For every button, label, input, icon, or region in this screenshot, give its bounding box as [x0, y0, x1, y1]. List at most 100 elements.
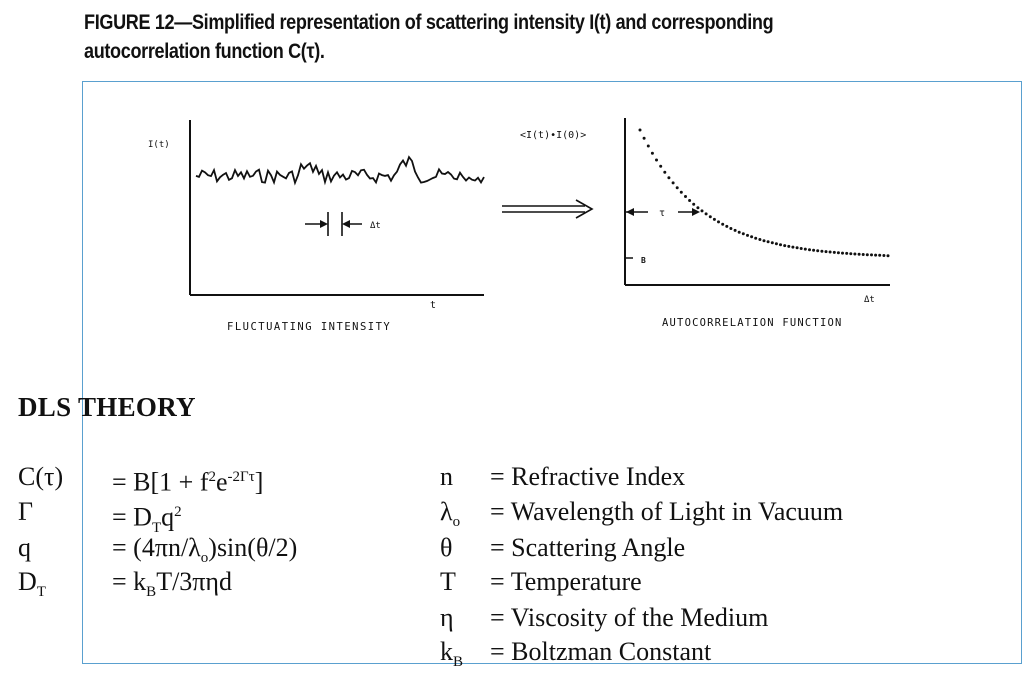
autocorrelation-dots	[638, 128, 890, 258]
left-graph-x-label: t	[430, 300, 436, 311]
autocorrelation-dot	[799, 247, 803, 250]
autocorrelation-dot	[741, 232, 745, 236]
baseline-b-label: B	[641, 256, 646, 265]
autocorrelation-dot	[808, 248, 811, 252]
autocorrelation-dot	[684, 195, 687, 198]
intensity-signal	[195, 155, 485, 186]
autocorrelation-dot	[882, 254, 886, 257]
def-symbol-kb: kB	[440, 637, 464, 671]
def-symbol-eta: η	[440, 603, 454, 632]
autocorrelation-dot	[659, 164, 663, 168]
def-symbol-t: T	[440, 567, 456, 596]
def-symbol-lambda: λo	[440, 497, 461, 531]
autocorrelation-dot	[874, 253, 878, 257]
autocorrelation-dot	[671, 181, 675, 185]
autocorrelation-dot	[758, 238, 762, 241]
autocorrelation-dot	[857, 252, 861, 256]
autocorrelation-dot	[750, 235, 754, 239]
eq-symbol-q: q	[18, 533, 31, 562]
autocorrelation-dot	[787, 244, 791, 248]
autocorrelation-dot	[774, 242, 778, 246]
left-graph-y-label: I(t)	[148, 140, 170, 150]
autocorrelation-dot	[886, 254, 890, 258]
autocorrelation-dot	[816, 249, 820, 253]
autocorrelation-dot	[845, 251, 849, 255]
autocorrelation-dot	[688, 199, 692, 202]
def-symbol-theta: θ	[440, 533, 453, 562]
tau-marker	[626, 208, 700, 216]
eq-rhs-gamma: = DTq2	[112, 502, 182, 536]
figure-caption: FIGURE 12—Simplified representation of s…	[84, 8, 858, 66]
right-graph-y-label: <I(t)•I(0)>	[520, 130, 586, 141]
autocorrelation-dot	[878, 253, 882, 257]
tau-label: τ	[659, 208, 665, 219]
autocorrelation-dot	[667, 176, 671, 180]
autocorrelation-dot	[795, 246, 799, 250]
autocorrelation-dot	[746, 233, 749, 237]
autocorrelation-dot	[770, 241, 774, 245]
autocorrelation-dot	[712, 217, 716, 221]
autocorrelation-dot	[754, 236, 758, 240]
autocorrelation-dot	[642, 136, 646, 140]
eq-rhs-c-tau: = B[1 + f2e-2Γτ]	[112, 467, 264, 497]
autocorrelation-dot	[824, 250, 828, 254]
autocorrelation-dot	[646, 144, 650, 148]
autocorrelation-dot	[708, 215, 712, 219]
def-symbol-n: n	[440, 462, 453, 491]
autocorrelation-dot	[655, 158, 658, 162]
autocorrelation-dot	[650, 151, 654, 155]
def-meaning-kb: = Boltzman Constant	[490, 637, 712, 666]
autocorrelation-dot	[663, 170, 667, 174]
eq-rhs-dt: = kBT/3πηd	[112, 567, 233, 601]
autocorrelation-dot	[870, 253, 873, 257]
autocorrelation-dot	[700, 209, 704, 213]
def-meaning-eta: = Viscosity of the Medium	[490, 603, 769, 632]
eq-rhs-q: = (4πn/λo)sin(θ/2)	[112, 533, 298, 567]
def-meaning-n: = Refractive Index	[490, 462, 686, 491]
autocorrelation-dot	[721, 222, 725, 226]
left-graph-title: FLUCTUATING INTENSITY	[227, 321, 391, 333]
autocorrelation-dot	[836, 251, 840, 255]
autocorrelation-dot	[791, 245, 795, 249]
autocorrelation-dot	[841, 251, 844, 255]
autocorrelation-dot	[783, 244, 787, 248]
delta-t-marker	[305, 212, 362, 236]
autocorrelation-dot	[861, 253, 865, 256]
autocorrelation-dot	[828, 250, 832, 254]
left-graph: I(t) Δt t FLUCTUATING INTENSITY	[148, 120, 485, 333]
eq-symbol-c-tau: C(τ)	[18, 462, 64, 491]
eq-symbol-gamma: Γ	[18, 497, 34, 526]
figure-frame	[82, 81, 1022, 664]
autocorrelation-dot	[638, 128, 642, 132]
autocorrelation-dot	[692, 202, 696, 206]
right-graph-x-label: Δt	[864, 295, 875, 305]
autocorrelation-dot	[820, 249, 824, 253]
autocorrelation-dot	[779, 243, 782, 247]
autocorrelation-dot	[803, 247, 807, 251]
autocorrelation-dot	[704, 212, 708, 216]
autocorrelation-dot	[675, 186, 679, 190]
autocorrelation-dot	[832, 250, 836, 254]
autocorrelation-dot	[679, 190, 683, 194]
autocorrelation-dot	[729, 227, 733, 230]
autocorrelation-dot	[812, 248, 816, 252]
autocorrelation-dot	[737, 230, 741, 234]
caption-line-2: autocorrelation function C(τ).	[84, 40, 325, 63]
caption-line-1: FIGURE 12—Simplified representation of s…	[84, 11, 774, 34]
autocorrelation-dot	[696, 206, 700, 210]
autocorrelation-dot	[717, 220, 720, 224]
eq-symbol-dt: DT	[18, 567, 46, 601]
autocorrelation-dot	[849, 252, 853, 256]
autocorrelation-dot	[762, 239, 766, 243]
autocorrelation-dot	[725, 224, 729, 228]
right-graph: <I(t)•I(0)> τ B Δt AUTOCORRELATION FUNCT…	[520, 118, 890, 329]
implies-arrow	[502, 199, 594, 219]
autocorrelation-dot	[766, 240, 770, 244]
def-meaning-lambda: = Wavelength of Light in Vacuum	[490, 497, 844, 526]
autocorrelation-dot	[853, 252, 857, 256]
def-meaning-theta: = Scattering Angle	[490, 533, 686, 562]
autocorrelation-dot	[733, 228, 737, 232]
autocorrelation-dot	[865, 253, 869, 257]
right-graph-title: AUTOCORRELATION FUNCTION	[662, 317, 843, 329]
